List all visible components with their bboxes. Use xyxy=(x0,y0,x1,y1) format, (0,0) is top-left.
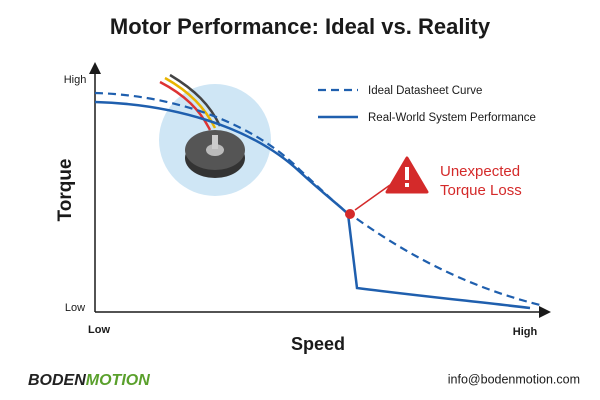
x-high: High xyxy=(513,326,538,338)
y-label: Torque xyxy=(55,159,76,222)
warning-dot xyxy=(405,183,409,187)
brand: BODENMOTION xyxy=(28,372,150,389)
legend-ideal: Ideal Datasheet Curve xyxy=(368,85,482,97)
x-low: Low xyxy=(88,324,110,336)
brand-left: BODEN xyxy=(28,372,86,389)
title: Motor Performance: Ideal vs. Reality xyxy=(110,14,491,39)
callout-line xyxy=(354,184,391,211)
warning-mark xyxy=(405,167,409,180)
real-curve xyxy=(94,100,531,310)
brand-right: MOTION xyxy=(86,372,150,389)
motor-icon xyxy=(159,73,245,178)
y-high: High xyxy=(64,74,87,86)
annotation-line1: Unexpected xyxy=(440,163,520,180)
loss-point xyxy=(345,209,355,219)
annotation-line2: Torque Loss xyxy=(440,182,522,199)
y-low: Low xyxy=(65,302,85,314)
email: info@bodenmotion.com xyxy=(448,372,580,386)
legend-real: Real-World System Performance xyxy=(368,112,536,124)
x-label: Speed xyxy=(291,334,345,354)
